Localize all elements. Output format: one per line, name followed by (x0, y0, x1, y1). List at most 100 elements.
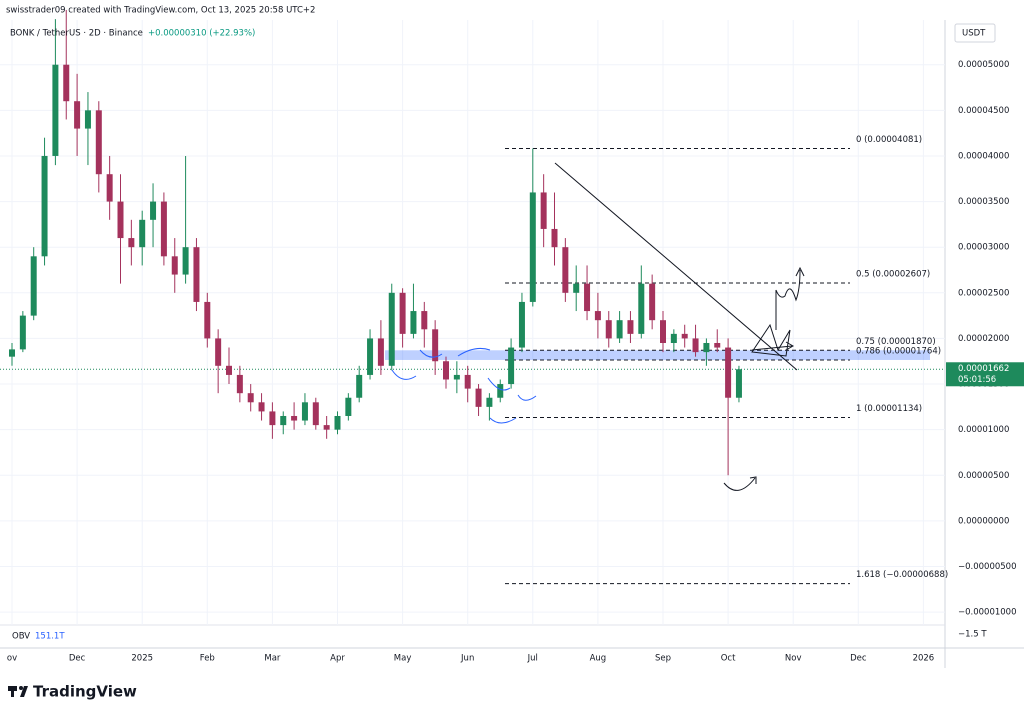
candle-body (714, 342, 721, 348)
obv-axis-label: −1.5 T (958, 630, 987, 640)
candle-body (584, 283, 591, 312)
candle-body (735, 369, 742, 398)
currency: USDT (962, 29, 986, 39)
candle-body (204, 301, 211, 339)
candle-body (377, 338, 384, 366)
candle-body (312, 402, 319, 426)
candle-body (443, 361, 449, 380)
drawings (554, 162, 805, 491)
candle-body (703, 342, 710, 353)
fib-label: 0.5 (0.00002607) (856, 270, 930, 280)
y-tick-label: 0.00004500 (958, 106, 1009, 116)
candle-body (660, 320, 666, 343)
candle-body (247, 393, 254, 403)
candle-body (171, 256, 178, 275)
candle-body (573, 283, 580, 293)
candle-body (486, 397, 493, 407)
header: swisstrader09 created with TradingView.c… (6, 6, 315, 16)
candle-body (345, 397, 352, 416)
candle-body (453, 374, 460, 380)
candle-body (19, 315, 26, 350)
obv-label: OBV (12, 632, 30, 642)
candle-body (215, 338, 222, 366)
candle-body (74, 101, 81, 129)
candle-body (182, 247, 189, 275)
candle-body (594, 311, 601, 321)
candle-body (258, 402, 265, 412)
last-price-box (946, 362, 1024, 387)
candle-body (301, 402, 308, 421)
y-tick-label: 0.00004000 (958, 151, 1009, 161)
candle-body (562, 247, 569, 293)
y-tick-label: 0.00000500 (958, 471, 1009, 481)
x-tick-label: Aug (590, 654, 607, 664)
fib-label: 1.618 (−0.00000688) (856, 570, 948, 580)
candle-body (236, 374, 243, 394)
candle-body (670, 333, 677, 343)
candle-body (616, 320, 623, 339)
candle-body (150, 201, 157, 220)
x-tick-label: Mar (264, 654, 281, 664)
logo (8, 686, 28, 697)
x-tick-label: Jun (460, 654, 474, 664)
y-tick-label: 0.00003500 (958, 197, 1009, 207)
y-tick-label: 0.00003000 (958, 243, 1009, 253)
candle-body (106, 174, 113, 202)
candle-body (649, 283, 656, 321)
fib-label: 0 (0.00004081) (856, 135, 922, 145)
candle-body (605, 320, 612, 339)
candle-body (63, 64, 70, 102)
y-tick-label: 0.00002000 (958, 334, 1009, 344)
candle-body (725, 347, 732, 398)
candle-body (160, 201, 167, 257)
candle-body (291, 415, 298, 421)
x-tick-label: ov (7, 654, 17, 664)
fib-label: 1 (0.00001134) (856, 404, 922, 414)
x-tick-label: Sep (655, 654, 671, 664)
x-tick-label: Jul (527, 654, 538, 664)
fib-label: 0.75 (0.00001870) (856, 337, 936, 347)
y-tick-label: −0.00000500 (958, 562, 1017, 572)
symbol-title: BONK / TetherUS · 2D · Binance (10, 29, 143, 39)
candle-body (410, 311, 417, 334)
x-tick-label: Nov (785, 654, 802, 664)
y-tick-label: 0.00000000 (958, 516, 1009, 526)
zone (385, 350, 930, 360)
candle-body (432, 329, 439, 362)
candle-body (117, 201, 124, 239)
x-tick-label: 2025 (131, 654, 153, 664)
x-tick-label: Apr (330, 654, 345, 664)
y-tick-label: 0.00005000 (958, 60, 1009, 70)
candle-body (323, 425, 330, 430)
y-tick-label: −0.00001000 (958, 608, 1017, 618)
candle-body (84, 110, 91, 129)
candle-body (367, 338, 374, 375)
candle-body (529, 192, 536, 302)
candle-body (399, 292, 406, 334)
change: +0.00000310 (+22.93%) (148, 29, 255, 39)
candle-body (334, 415, 341, 430)
y-tick-label: 0.00001000 (958, 425, 1009, 435)
candle-body (388, 292, 395, 366)
x-tick-label: Dec (850, 654, 867, 664)
candle-body (681, 333, 688, 339)
candle-body (193, 247, 200, 302)
x-tick-label: Dec (69, 654, 86, 664)
candle-body (627, 320, 634, 334)
candle-body (464, 374, 471, 389)
candle-body (508, 347, 515, 385)
candle-body (356, 374, 363, 398)
candle-body (280, 415, 287, 426)
x-tick-label: 2026 (913, 654, 935, 664)
countdown: 05:01:56 (958, 375, 996, 385)
x-tick-label: Feb (200, 654, 215, 664)
candle-body (692, 338, 699, 353)
currency-box (954, 23, 996, 43)
candle-body (269, 411, 276, 426)
obv-value: 151.1T (35, 632, 65, 642)
candle-body (540, 192, 547, 229)
candle-body (638, 283, 645, 334)
candle-body (497, 384, 504, 398)
x-tick-label: May (394, 654, 412, 664)
